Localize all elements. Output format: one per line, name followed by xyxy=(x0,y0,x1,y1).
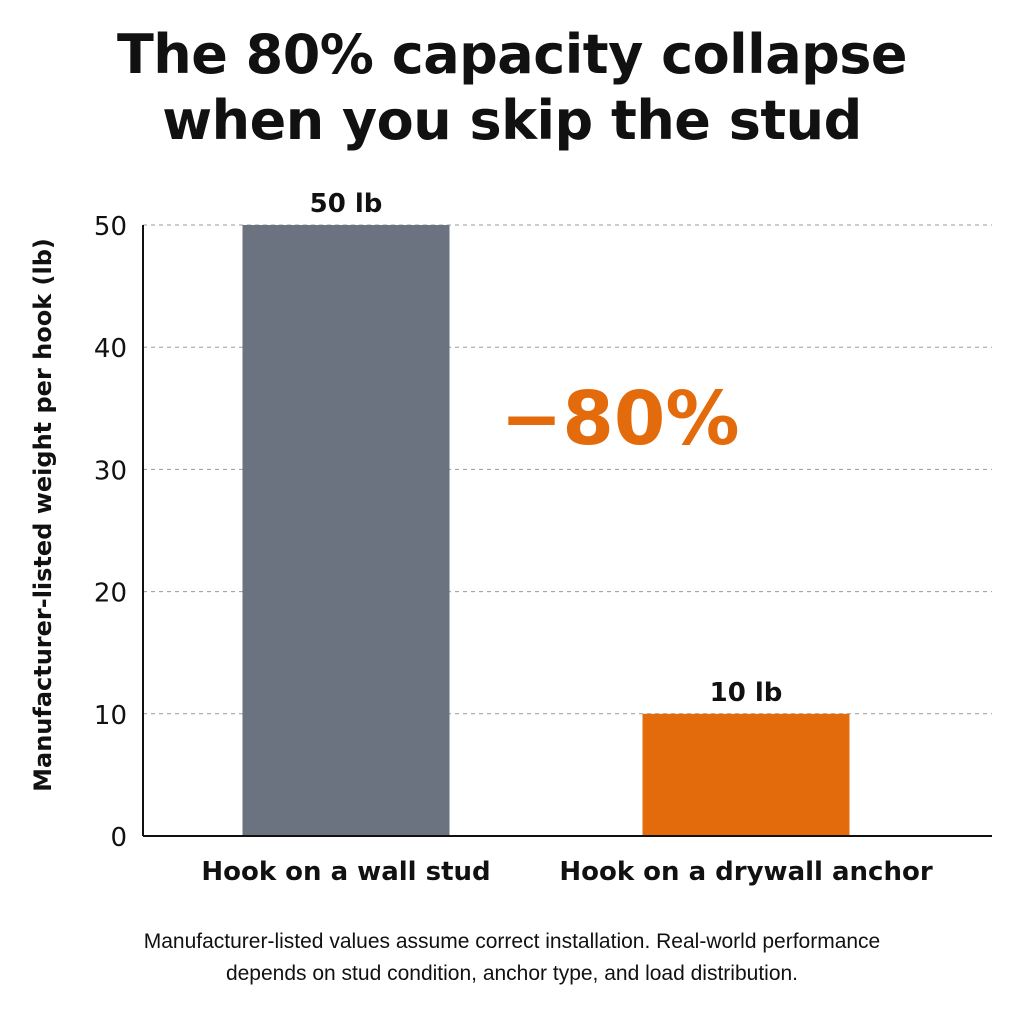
bars xyxy=(242,225,850,836)
chart-title: The 80% capacity collapse when you skip … xyxy=(0,22,1024,154)
footnote: Manufacturer-listed values assume correc… xyxy=(60,926,964,990)
bar xyxy=(642,713,850,836)
y-axis-label: Manufacturer-listed weight per hook (lb) xyxy=(29,238,57,792)
gridlines xyxy=(143,224,992,715)
y-tick-label: 40 xyxy=(94,334,127,364)
x-tick-label: Hook on a drywall anchor xyxy=(559,857,933,887)
reduction-annotation: −80% xyxy=(500,376,739,462)
footnote-line-1: Manufacturer-listed values assume correc… xyxy=(143,930,881,953)
data-label: 10 lb xyxy=(710,678,783,708)
axes xyxy=(142,225,992,837)
y-tick-label: 10 xyxy=(94,701,127,731)
labels: 0 10 20 30 40 50 50 lb Hook on a wall stud 10 lb… xyxy=(94,189,933,887)
y-tick-label: 50 xyxy=(94,212,127,242)
y-tick-label: 20 xyxy=(94,579,127,609)
y-tick-label: 30 xyxy=(94,456,127,486)
y-tick-label: 0 xyxy=(110,823,127,853)
chart-title-line-2: when you skip the stud xyxy=(162,89,862,152)
chart-title-line-1: The 80% capacity collapse xyxy=(116,23,908,86)
data-label: 50 lb xyxy=(310,189,383,219)
footnote-line-2: depends on stud condition, anchor type, … xyxy=(225,962,799,985)
x-tick-label: Hook on a wall stud xyxy=(201,857,490,887)
bar xyxy=(242,225,450,836)
